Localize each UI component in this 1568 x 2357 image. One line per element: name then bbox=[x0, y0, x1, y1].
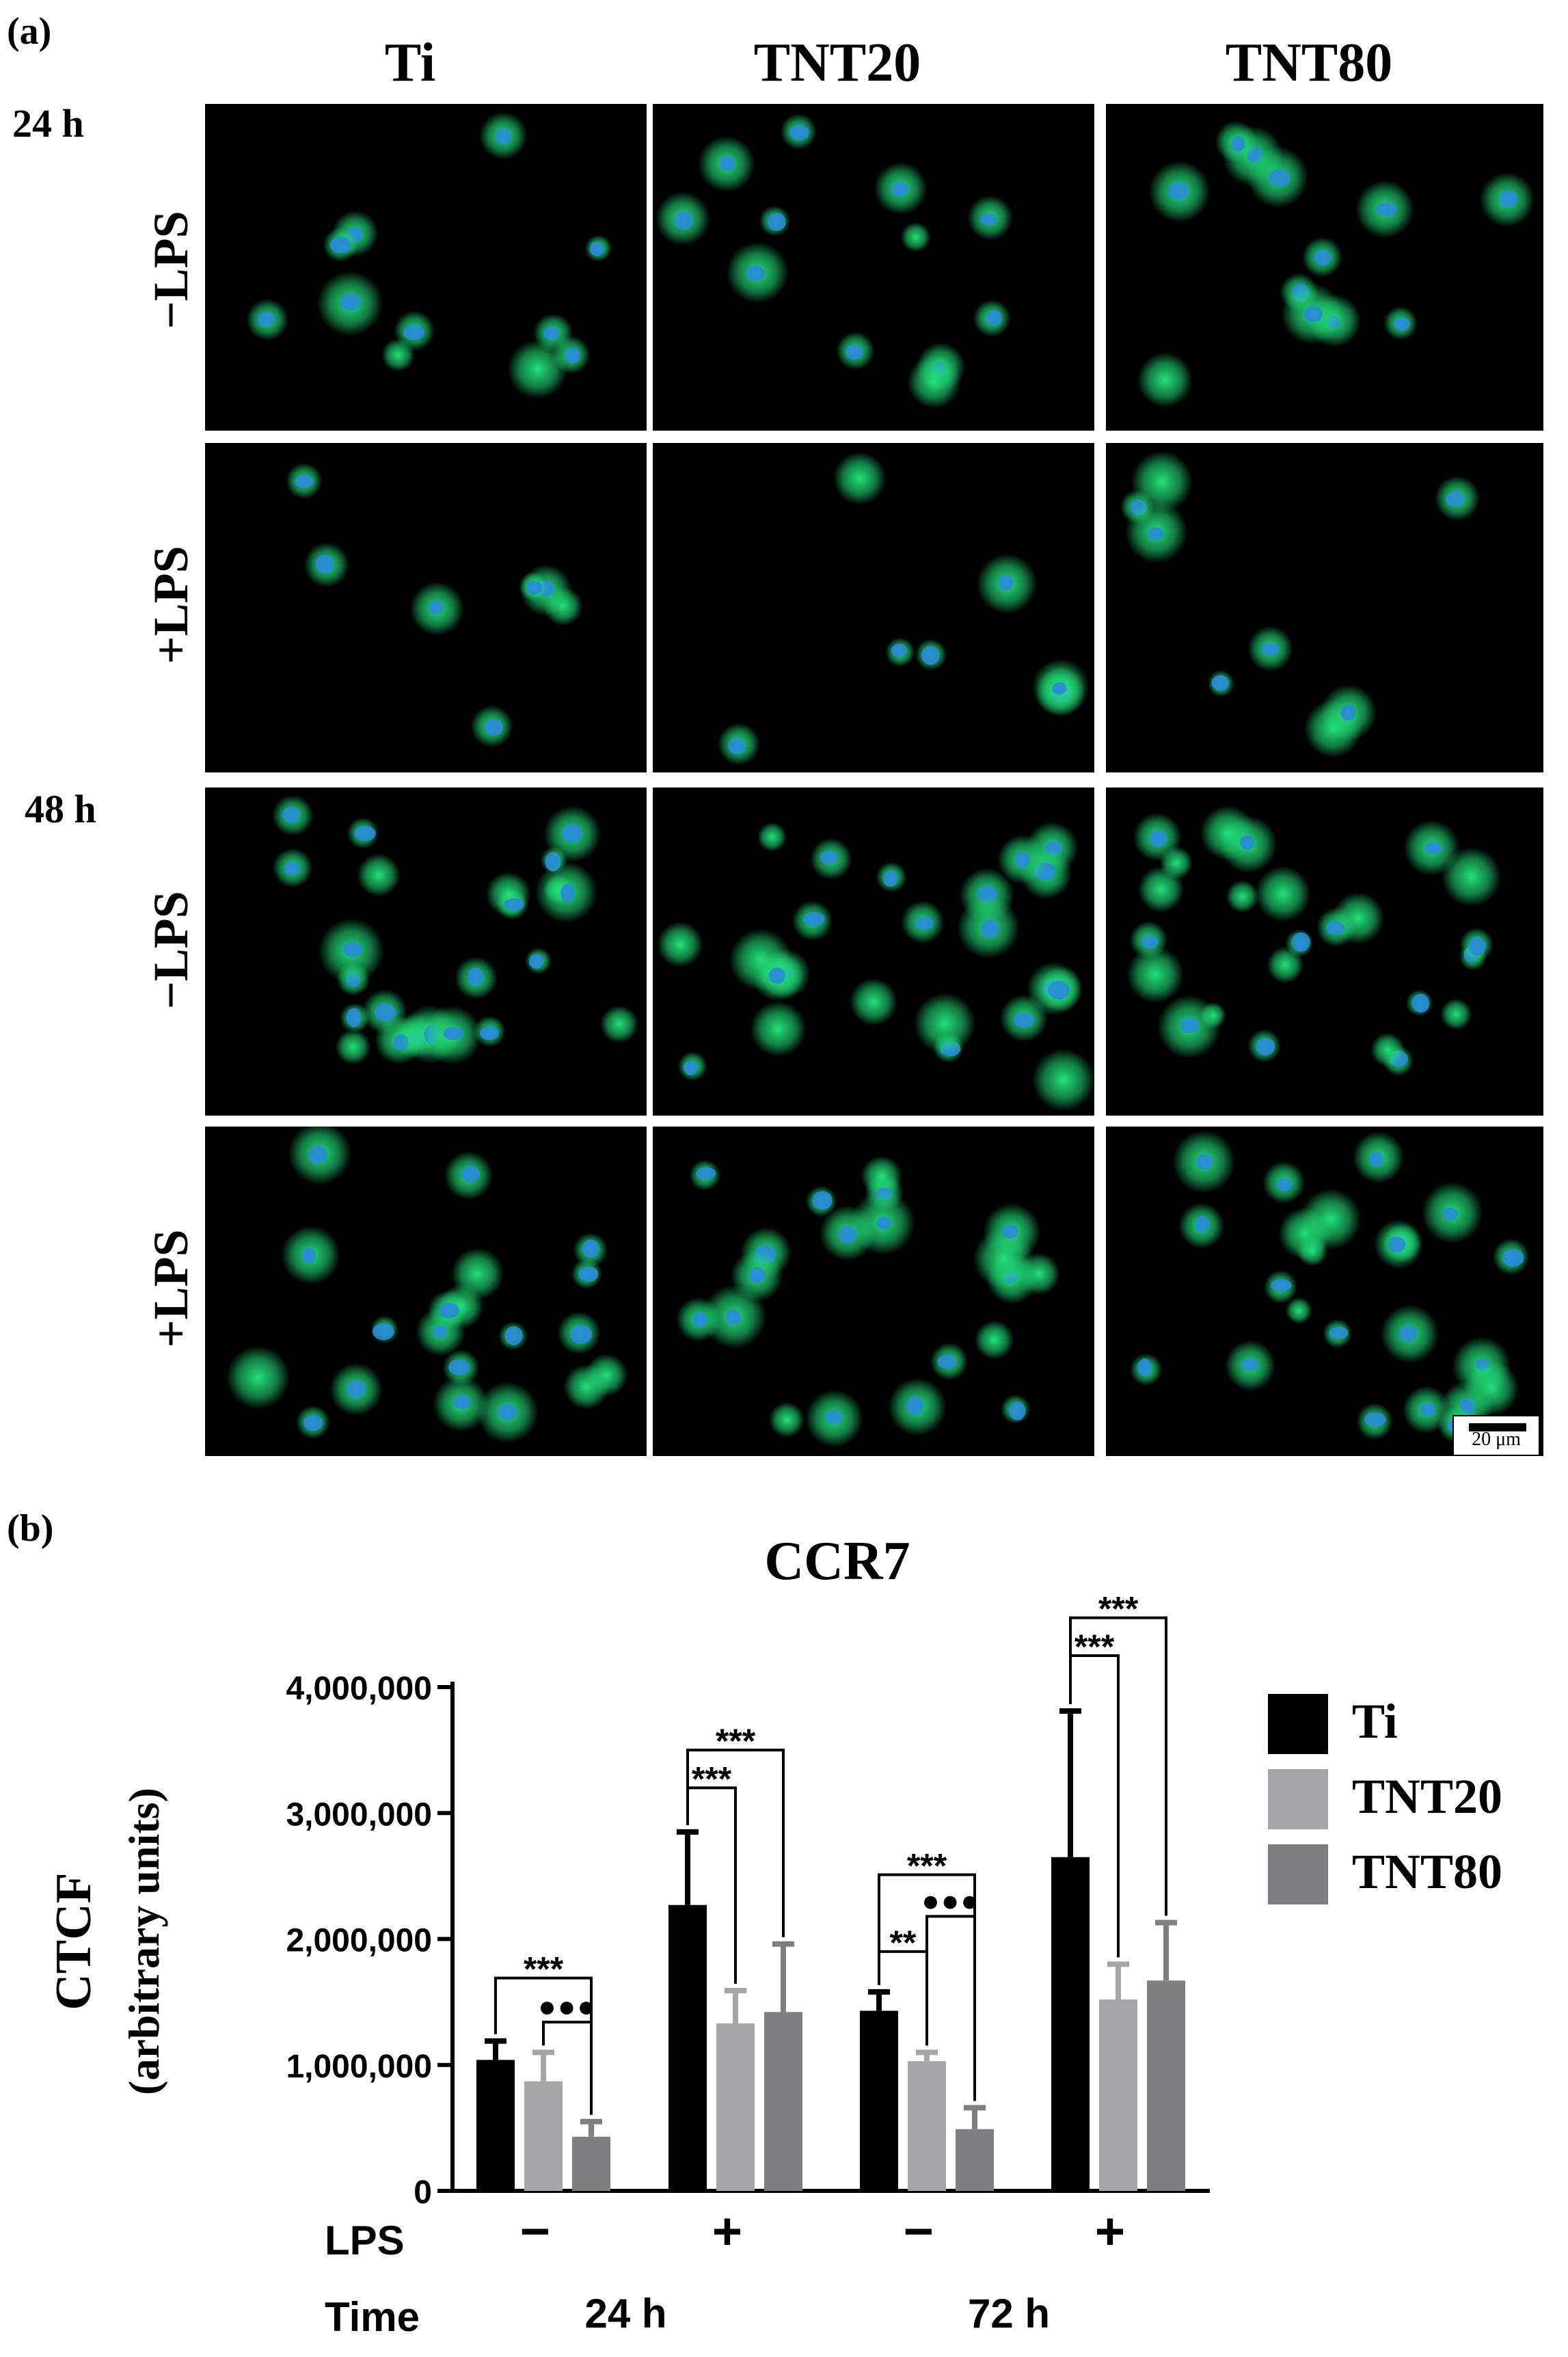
legend-label-tnt80: TNT80 bbox=[1352, 1844, 1502, 1899]
legend-swatch-tnt80 bbox=[1268, 1844, 1328, 1904]
column-header-tnt20: TNT20 bbox=[753, 33, 921, 93]
y-tick-label: 0 bbox=[414, 2174, 432, 2211]
significance-label-8: *** bbox=[1098, 1590, 1139, 1628]
micrograph-ti-row-1 bbox=[205, 104, 647, 431]
lps-sign-2: − bbox=[904, 2203, 934, 2261]
legend-label-ti: Ti bbox=[1352, 1694, 1398, 1749]
significance-bracket-8 bbox=[1069, 1616, 1167, 1916]
bar-tnt80-0 bbox=[572, 2136, 610, 2191]
y-tick-label: 4,000,000 bbox=[286, 1671, 432, 1707]
time-label-1: 72 h bbox=[968, 2291, 1050, 2336]
micrograph-ti-row-4 bbox=[205, 1127, 647, 1456]
scale-bar: 20 μm bbox=[1452, 1415, 1540, 1456]
y-axis-label: CTCF bbox=[46, 1872, 102, 2010]
lps-sign-1: + bbox=[712, 2203, 742, 2261]
bar-tnt80-1 bbox=[764, 2012, 802, 2191]
scale-bar-line bbox=[1469, 1423, 1526, 1431]
scale-bar-label: 20 μm bbox=[1472, 1429, 1521, 1450]
micrograph-tnt20-row-3 bbox=[653, 787, 1094, 1116]
significance-bracket-3 bbox=[686, 1749, 785, 1937]
y-tick-label: 1,000,000 bbox=[286, 2049, 432, 2085]
bar-ti-2 bbox=[860, 2010, 898, 2191]
micrograph-tnt80-row-1 bbox=[1106, 104, 1543, 431]
significance-label-6: ●●● bbox=[921, 1884, 980, 1917]
column-header-ti: Ti bbox=[384, 33, 436, 93]
lps-sign-0: − bbox=[520, 2203, 550, 2261]
micrograph-tnt20-row-4 bbox=[653, 1127, 1094, 1456]
panel-a-label: (a) bbox=[7, 10, 52, 53]
column-header-tnt80: TNT80 bbox=[1225, 33, 1393, 93]
micrograph-ti-row-2 bbox=[205, 443, 647, 772]
significance-label-2: *** bbox=[692, 1760, 732, 1798]
micrograph-tnt20-row-2 bbox=[653, 443, 1094, 772]
y-axis-sublabel: (arbitrary units) bbox=[120, 1788, 168, 2095]
micrograph-tnt80-row-2 bbox=[1106, 443, 1543, 772]
bar-tnt20-2 bbox=[908, 2061, 946, 2191]
significance-label-0: *** bbox=[524, 1950, 564, 1989]
significance-label-3: *** bbox=[716, 1722, 756, 1760]
bar-tnt80-3 bbox=[1147, 1980, 1185, 2191]
micrograph-tnt20-row-1 bbox=[653, 104, 1094, 431]
significance-label-4: ** bbox=[890, 1924, 917, 1962]
bar-tnt20-3 bbox=[1099, 1999, 1137, 2191]
bar-ti-1 bbox=[668, 1904, 707, 2191]
panel-b-label: (b) bbox=[7, 1507, 54, 1550]
bar-tnt20-1 bbox=[716, 2023, 755, 2191]
bar-ti-3 bbox=[1051, 1857, 1090, 2191]
bar-tnt80-2 bbox=[956, 2129, 994, 2191]
micrograph-tnt80-row-4 bbox=[1106, 1127, 1543, 1456]
time-label-0: 24 h bbox=[584, 2291, 666, 2336]
timepoint-label-48h: 48 h bbox=[25, 787, 96, 831]
legend-swatch-tnt20 bbox=[1268, 1769, 1328, 1829]
significance-label-1: ●●● bbox=[538, 1990, 597, 2023]
significance-bracket-6 bbox=[925, 1915, 976, 2101]
x-row-label-lps: LPS bbox=[325, 2218, 405, 2263]
y-tick-label: 2,000,000 bbox=[286, 1923, 432, 1959]
bar-ti-0 bbox=[476, 2060, 515, 2191]
micrograph-ti-row-3 bbox=[205, 787, 647, 1116]
timepoint-label-24h: 24 h bbox=[12, 101, 84, 146]
bar-tnt20-0 bbox=[524, 2081, 563, 2191]
legend-swatch-ti bbox=[1268, 1694, 1328, 1754]
lps-sign-3: + bbox=[1095, 2203, 1125, 2261]
significance-bracket-1 bbox=[542, 2021, 593, 2115]
legend-label-tnt20: TNT20 bbox=[1352, 1769, 1502, 1824]
micrograph-tnt80-row-3 bbox=[1106, 787, 1543, 1116]
significance-label-5: *** bbox=[907, 1847, 947, 1885]
significance-label-7: *** bbox=[1074, 1628, 1115, 1666]
y-tick-label: 3,000,000 bbox=[286, 1796, 432, 1833]
x-row-label-time: Time bbox=[325, 2294, 420, 2340]
chart-title: CCR7 bbox=[764, 1531, 910, 1591]
